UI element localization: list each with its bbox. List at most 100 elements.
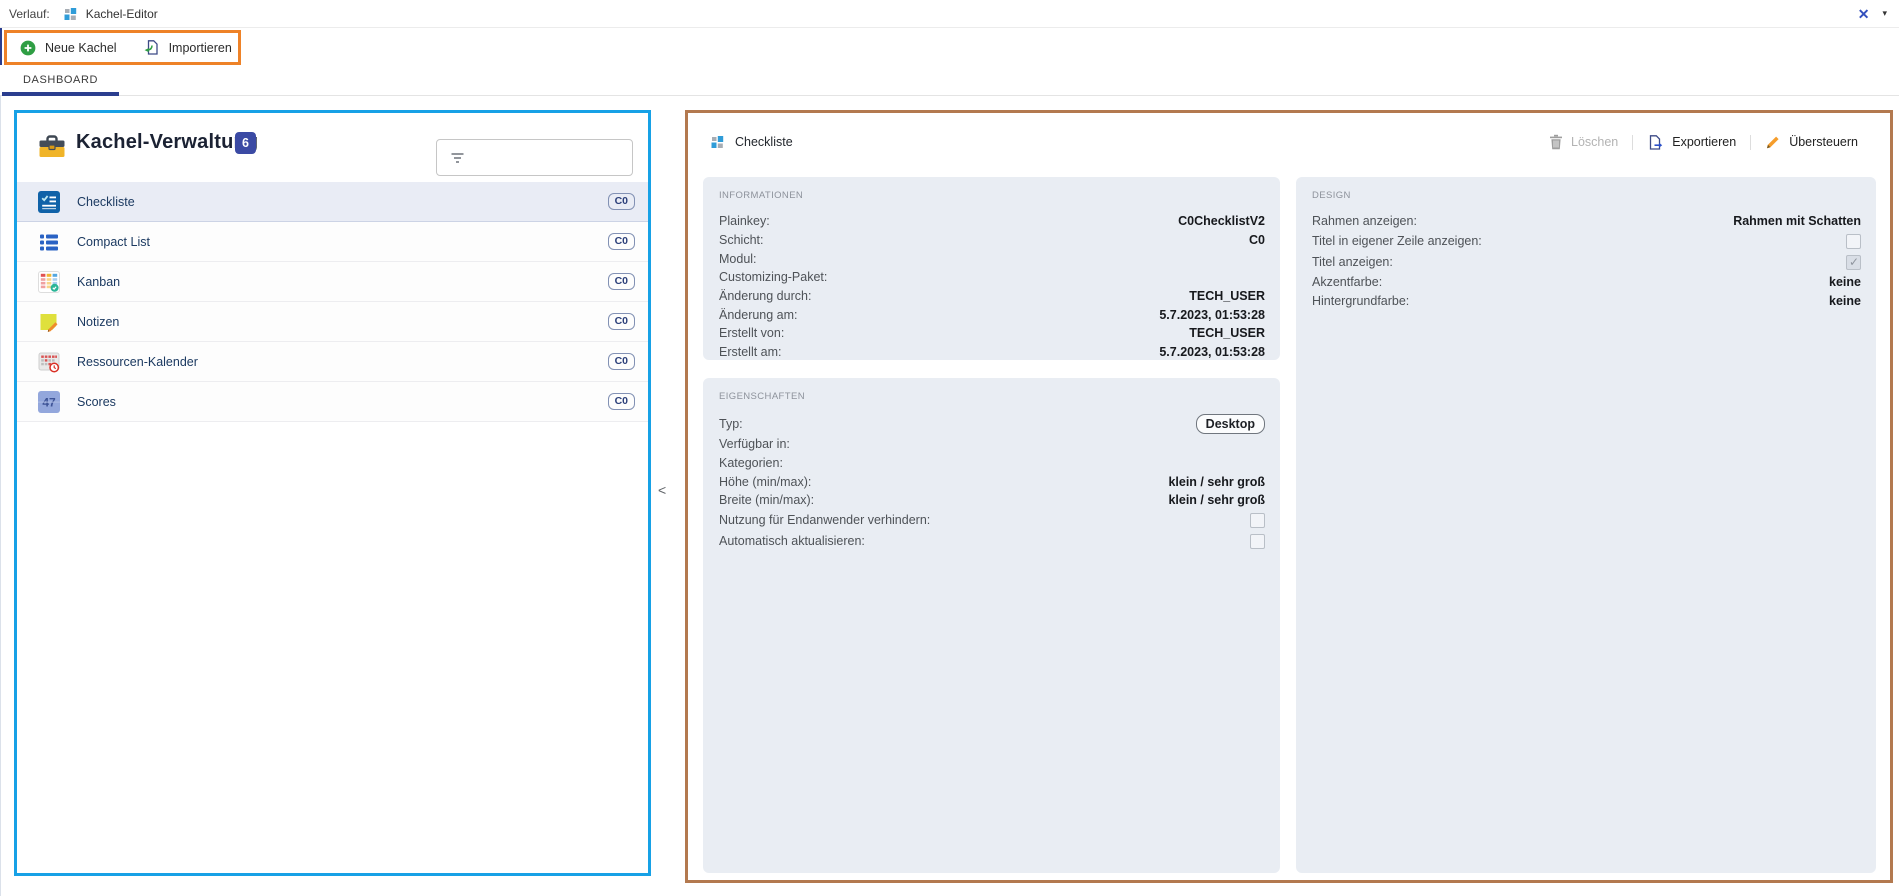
field-value: C0	[1249, 233, 1265, 248]
field-label: Titel in eigener Zeile anzeigen:	[1312, 234, 1482, 249]
app-title: Kachel-Editor	[85, 6, 158, 21]
tab-bar: DASHBOARD	[0, 65, 1899, 96]
resource-calendar-icon	[38, 351, 60, 373]
field-value: klein / sehr groß	[1168, 474, 1265, 489]
section-informationen: INFORMATIONEN Plainkey: C0ChecklistV2 Sch…	[703, 177, 1280, 360]
override-button[interactable]: Übersteuern	[1751, 134, 1872, 150]
tile-list: Checkliste C0 Compact List C0	[17, 182, 648, 422]
import-label: Importieren	[168, 40, 232, 55]
filter-icon	[450, 152, 465, 164]
delete-button[interactable]: Löschen	[1535, 134, 1632, 150]
list-item-scores[interactable]: 47 Scores C0	[17, 382, 648, 422]
field-label: Modul:	[719, 251, 757, 266]
list-item-notizen[interactable]: Notizen C0	[17, 302, 648, 342]
export-icon	[1647, 134, 1664, 151]
window-title-bar: Verlauf: Kachel-Editor ✕ ▾	[0, 0, 1899, 28]
compact-list-icon	[38, 231, 60, 253]
tile-icon	[709, 134, 725, 150]
pencil-icon	[1765, 134, 1781, 150]
collapse-panel-chevron-icon[interactable]: <	[658, 482, 667, 498]
layer-badge: C0	[607, 352, 635, 371]
override-label: Übersteuern	[1789, 135, 1858, 149]
field-label: Nutzung für Endanwender verhindern:	[719, 513, 931, 528]
field-label: Hintergrundfarbe:	[1312, 293, 1410, 308]
export-button[interactable]: Exportieren	[1633, 134, 1750, 151]
field-label: Plainkey:	[719, 214, 770, 229]
field-value: TECH_USER	[1189, 326, 1265, 341]
section-heading: EIGENSCHAFTEN	[719, 391, 805, 402]
list-item-label: Notizen	[77, 314, 120, 329]
kanban-icon	[38, 270, 60, 293]
field-label: Änderung am:	[719, 307, 798, 322]
detail-actions: Löschen Exportieren	[1535, 134, 1872, 151]
layer-badge: C0	[607, 392, 635, 411]
detail-header: Checkliste Löschen	[709, 127, 1872, 157]
actions-divider	[1750, 134, 1752, 150]
list-item-label: Compact List	[77, 234, 150, 249]
import-button[interactable]: Importieren	[130, 33, 245, 62]
checkbox-title-own-line[interactable]	[1846, 233, 1861, 249]
section-design: DESIGN Rahmen anzeigen: Rahmen mit Schatt…	[1296, 177, 1876, 873]
layer-badge: C0	[607, 232, 635, 251]
field-value: TECH_USER	[1189, 289, 1265, 304]
list-item-compact-list[interactable]: Compact List C0	[17, 222, 648, 262]
import-icon	[143, 39, 160, 56]
checklist-icon	[38, 190, 60, 213]
window-left-edge	[0, 95, 1, 896]
tile-management-panel: Kachel-Verwaltung 6	[14, 110, 651, 876]
field-label: Schicht:	[719, 233, 764, 248]
detail-title: Checkliste	[735, 135, 793, 149]
field-value: 5.7.2023, 01:53:28	[1159, 307, 1265, 322]
note-icon	[38, 311, 60, 333]
checkbox-auto-refresh[interactable]	[1250, 533, 1265, 549]
field-label: Typ:	[719, 417, 743, 431]
new-tile-label: Neue Kachel	[45, 40, 117, 55]
field-label: Erstellt von:	[719, 326, 785, 341]
field-label: Automatisch aktualisieren:	[719, 534, 865, 549]
filter-input[interactable]	[473, 140, 626, 175]
field-label: Akzentfarbe:	[1312, 275, 1383, 290]
list-item-label: Ressourcen-Kalender	[77, 354, 198, 369]
layer-badge: C0	[607, 192, 635, 211]
list-item-checkliste[interactable]: Checkliste C0	[17, 182, 648, 222]
list-item-label: Scores	[77, 394, 116, 409]
panel-title: Kachel-Verwaltung	[76, 131, 259, 153]
tile-count-badge: 6	[235, 132, 256, 154]
field-value: keine	[1829, 293, 1861, 308]
field-value: 5.7.2023, 01:53:28	[1159, 345, 1265, 360]
list-item-ressourcen-kalender[interactable]: Ressourcen-Kalender C0	[17, 342, 648, 382]
trash-icon	[1549, 134, 1563, 150]
tile-app-icon	[62, 6, 78, 22]
field-label: Kategorien:	[719, 456, 783, 471]
layer-badge: C0	[607, 272, 635, 291]
section-eigenschaften: EIGENSCHAFTEN Typ: Desktop Verfügbar in: …	[703, 378, 1280, 873]
field-label: Customizing-Paket:	[719, 270, 828, 285]
tile-management-header: Kachel-Verwaltung 6	[17, 113, 648, 182]
close-icon[interactable]: ✕	[1857, 5, 1870, 22]
filter-box	[436, 139, 633, 176]
toolbox-icon	[38, 134, 66, 159]
type-chip: Desktop	[1195, 414, 1265, 434]
export-label: Exportieren	[1672, 135, 1737, 149]
field-label: Erstellt am:	[719, 345, 782, 360]
field-value: C0ChecklistV2	[1178, 214, 1265, 229]
field-label: Änderung durch:	[719, 289, 812, 304]
caret-down-icon[interactable]: ▾	[1882, 8, 1887, 18]
field-label: Titel anzeigen:	[1312, 255, 1393, 270]
tile-detail-panel: Checkliste Löschen	[685, 110, 1893, 883]
plus-circle-icon	[20, 40, 36, 56]
tab-dashboard[interactable]: DASHBOARD	[2, 65, 120, 96]
field-value: klein / sehr groß	[1168, 493, 1265, 508]
actions-divider	[1632, 134, 1634, 150]
new-tile-button[interactable]: Neue Kachel	[7, 33, 130, 62]
window-left-accent	[0, 0, 2, 95]
field-label: Höhe (min/max):	[719, 474, 812, 489]
field-label: Verfügbar in:	[719, 437, 790, 452]
layer-badge: C0	[607, 312, 635, 331]
list-item-kanban[interactable]: Kanban C0	[17, 262, 648, 302]
field-label: Rahmen anzeigen:	[1312, 214, 1417, 229]
checkbox-prevent-enduser[interactable]	[1250, 512, 1265, 528]
list-item-label: Kanban	[77, 274, 121, 289]
checkbox-show-title[interactable]	[1846, 254, 1861, 270]
history-label: Verlauf:	[9, 6, 50, 21]
